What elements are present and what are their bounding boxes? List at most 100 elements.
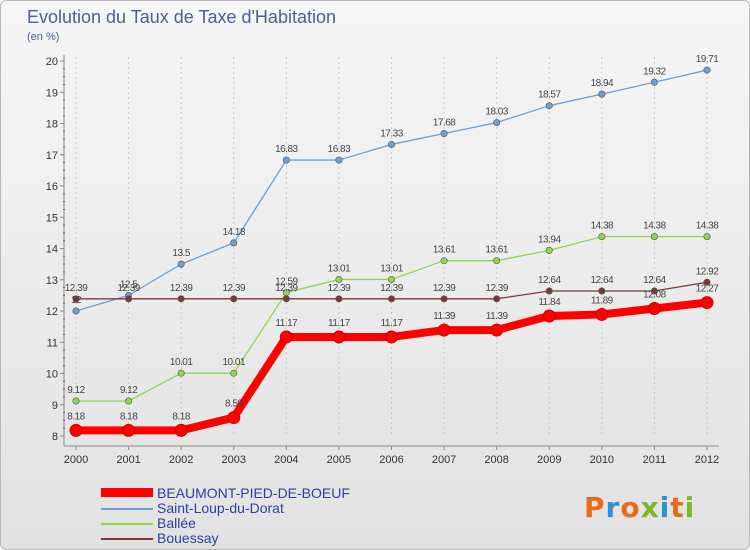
data-label-0: 11.17: [275, 318, 298, 329]
chart-title: Evolution du Taux de Taxe d'Habitation: [27, 7, 336, 27]
data-label-2: 12.59: [275, 277, 298, 288]
logo-letter: i: [659, 491, 671, 524]
data-point-2: [230, 369, 238, 377]
data-label-3: 12.39: [275, 283, 298, 294]
data-label-3: 12.64: [643, 275, 666, 286]
logo-letter: r: [605, 491, 621, 524]
data-label-3: 12.39: [65, 283, 88, 294]
data-label-1: 13.5: [172, 248, 190, 259]
data-label-2: 14.38: [696, 221, 719, 232]
legend-item-bouessay[interactable]: Bouessay: [101, 530, 401, 546]
data-label-1: 19.32: [643, 66, 666, 77]
y-tick-label: 15: [46, 212, 58, 224]
y-tick-label: 20: [46, 56, 58, 68]
data-point-3: [282, 295, 290, 303]
data-point-1: [598, 90, 606, 98]
data-point-1: [493, 119, 501, 127]
series-points: [69, 66, 714, 437]
x-tick-label: 2004: [274, 454, 298, 466]
data-label-0: 11.89: [591, 295, 614, 306]
legend-label-beaumont: BEAUMONT-PIED-DE-BOEUF: [157, 485, 350, 501]
data-point-3: [335, 295, 343, 303]
data-label-2: 13.61: [485, 245, 508, 256]
data-point-3: [387, 295, 395, 303]
chart-subtitle: (en %): [27, 31, 60, 43]
tick-labels: 8 9 10 11 12 13 14 15 16 17 18 19 20 2000 2001 2002 2003…: [46, 56, 719, 466]
legend-label-ballee: Ballée: [157, 515, 196, 531]
data-point-1: [387, 140, 395, 148]
data-point-1: [230, 239, 238, 247]
data-label-0: 11.17: [328, 318, 351, 329]
data-label-2: 13.01: [328, 263, 351, 274]
data-point-3: [598, 287, 606, 295]
logo-letter: P: [584, 491, 606, 524]
data-point-2: [335, 275, 343, 283]
data-point-0: [437, 323, 451, 337]
data-label-3: 12.39: [485, 283, 508, 294]
data-point-0: [279, 330, 293, 344]
data-label-2: 9.12: [120, 385, 138, 396]
data-label-3: 12.39: [433, 283, 456, 294]
data-label-1: 12.5: [120, 279, 138, 290]
data-label-3: 12.39: [328, 283, 351, 294]
data-point-0: [69, 423, 83, 437]
data-point-0: [385, 330, 398, 344]
legend-swatch-bouessay: [101, 538, 153, 540]
data-label-1: 17.33: [380, 128, 403, 139]
x-tick-label: 2010: [590, 454, 614, 466]
data-point-2: [703, 233, 711, 241]
data-label-3: 12.64: [591, 275, 614, 286]
data-label-1: 18.57: [538, 90, 561, 101]
data-label-1: 16.83: [275, 144, 298, 155]
legend-item-beaumont[interactable]: BEAUMONT-PIED-DE-BOEUF: [101, 485, 401, 501]
proxiti-logo: Proxiti: [584, 491, 695, 524]
data-label-3: 12.39: [117, 283, 140, 294]
data-point-3: [703, 278, 711, 286]
data-point-3: [493, 295, 501, 303]
y-tick-label: 13: [46, 275, 58, 287]
x-tick-label: 2009: [537, 454, 561, 466]
y-tick-label: 17: [46, 150, 58, 162]
data-label-1: 16.83: [328, 144, 351, 155]
data-label-0: 11.17: [381, 318, 404, 329]
data-label-2: 13.94: [538, 234, 561, 245]
data-point-0: [122, 423, 136, 437]
x-tick-label: 2003: [222, 454, 246, 466]
legend-item-saint-loup[interactable]: Saint-Loup-du-Dorat: [101, 500, 401, 516]
data-label-0: 8.18: [172, 411, 190, 422]
data-point-2: [440, 257, 448, 265]
y-tick-label: 19: [46, 87, 58, 99]
data-label-3: 12.39: [222, 283, 245, 294]
data-label-2: 10.01: [222, 357, 245, 368]
data-point-3: [72, 295, 80, 303]
data-label-3: 12.64: [538, 275, 561, 286]
data-label-0: 8.18: [120, 411, 138, 422]
data-point-1: [650, 78, 658, 86]
data-point-2: [650, 233, 658, 241]
data-label-0: 12.08: [643, 290, 666, 301]
x-tick-label: 2006: [379, 454, 403, 466]
legend-item-ballee[interactable]: Ballée: [101, 515, 401, 531]
data-label-3: 12.92: [696, 266, 719, 277]
data-label-1: 18.94: [591, 78, 614, 89]
legend-swatch-saint-loup: [101, 508, 153, 510]
data-point-0: [595, 307, 609, 321]
data-label-2: 13.61: [433, 245, 456, 256]
y-tick-label: 11: [47, 337, 58, 349]
data-point-1: [440, 130, 448, 138]
data-label-2: 10.01: [170, 357, 193, 368]
legend: BEAUMONT-PIED-DE-BOEUF Saint-Loup-du-Dor…: [101, 485, 401, 546]
data-point-3: [440, 295, 448, 303]
y-tick-label: 18: [46, 119, 58, 131]
y-tick-label: 14: [46, 244, 58, 256]
data-label-3: 12.39: [380, 283, 403, 294]
logo-letter: i: [684, 491, 696, 524]
logo-letter: x: [640, 491, 660, 524]
data-label-0: 11.39: [486, 311, 509, 322]
data-label-2: 13.01: [380, 263, 403, 274]
data-point-1: [177, 260, 185, 268]
data-point-2: [598, 233, 606, 241]
data-point-3: [545, 287, 553, 295]
series-lines: [72, 69, 711, 435]
